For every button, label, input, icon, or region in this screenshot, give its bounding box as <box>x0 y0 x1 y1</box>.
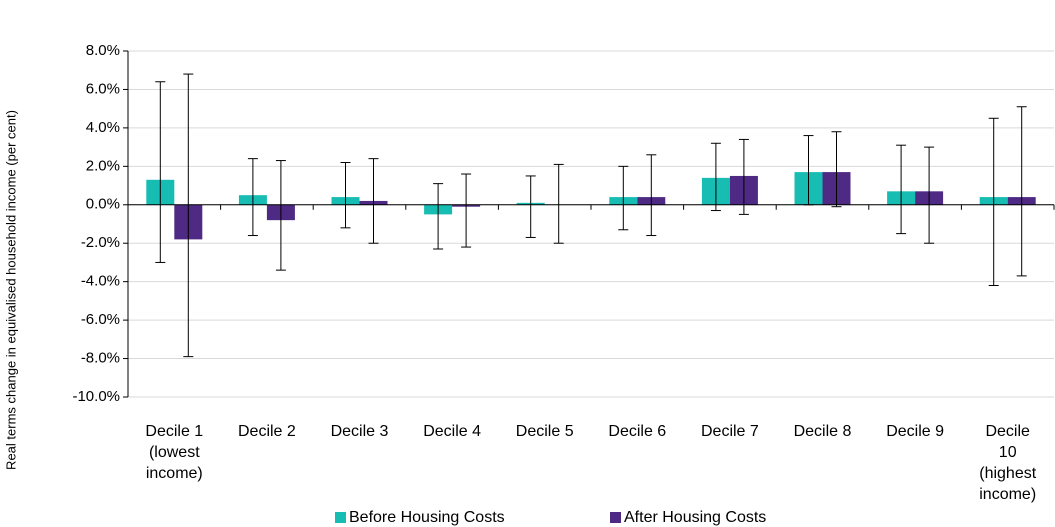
y-tick-label: -4.0% <box>81 273 120 290</box>
y-tick-label: -6.0% <box>81 311 120 328</box>
error-bar <box>618 165 629 231</box>
x-tick-label: Decile 9 <box>886 423 944 440</box>
x-tick-label: Decile 5 <box>516 423 574 440</box>
x-tick-label: Decile 7 <box>701 423 759 440</box>
error-bar <box>924 146 935 244</box>
legend-label: After Housing Costs <box>624 509 766 526</box>
error-bar <box>646 154 657 237</box>
legend-swatch <box>335 512 346 523</box>
error-bar <box>247 158 258 237</box>
x-tick-label: Decile 6 <box>608 423 666 440</box>
x-tick-label: Decile 2 <box>238 423 296 440</box>
x-tick-label: Decile 10 (highest income) <box>979 423 1036 503</box>
error-bar <box>461 173 472 248</box>
error-bar <box>433 183 444 250</box>
error-bar <box>738 138 749 215</box>
y-axis-title: Real terms change in equivalised househo… <box>3 110 18 470</box>
y-tick-label: -2.0% <box>81 234 120 251</box>
legend-swatch <box>610 512 621 523</box>
error-bar <box>525 175 536 238</box>
y-tick-label: 8.0% <box>86 42 120 59</box>
x-tick-label: Decile 8 <box>794 423 852 440</box>
y-tick-label: 6.0% <box>86 80 120 97</box>
y-tick-label: 2.0% <box>86 157 120 174</box>
y-tick-label: -8.0% <box>81 350 120 367</box>
error-bar <box>340 161 351 229</box>
error-bar <box>1016 106 1027 277</box>
legend-label: Before Housing Costs <box>349 509 505 526</box>
error-bar <box>275 160 286 271</box>
error-bar <box>553 163 564 244</box>
error-bar <box>988 117 999 287</box>
y-tick-label: -10.0% <box>72 388 120 405</box>
error-bar <box>155 81 166 263</box>
x-tick-label: Decile 3 <box>331 423 389 440</box>
error-bar <box>896 144 907 235</box>
y-tick-label: 0.0% <box>86 196 120 213</box>
error-bar <box>368 158 379 244</box>
error-bar <box>831 131 842 208</box>
x-tick-label: Decile 1 (lowest income) <box>145 423 203 482</box>
error-bar <box>710 142 721 212</box>
error-bar <box>183 73 194 358</box>
x-tick-label: Decile 4 <box>423 423 481 440</box>
y-tick-label: 4.0% <box>86 119 120 136</box>
